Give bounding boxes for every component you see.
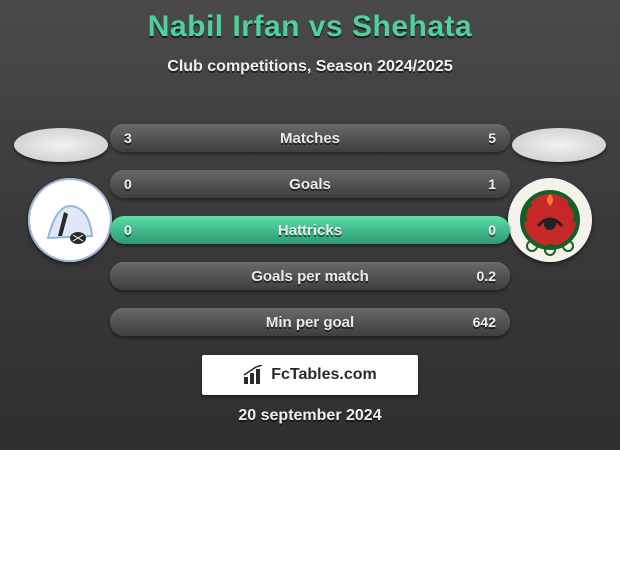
brand-badge[interactable]: FcTables.com [202,355,418,395]
whitespace-below [0,450,620,580]
stat-row: Hattricks00 [110,216,510,244]
stat-fill-left [110,124,260,152]
club-crest-left-icon [28,178,112,262]
stat-row: Goals per match0.2 [110,262,510,290]
club-crest-left [28,178,112,262]
stat-row: Goals01 [110,170,510,198]
brand-text: FcTables.com [271,366,377,384]
player-right-avatar-slot [512,128,606,162]
club-crest-right [508,178,592,262]
stat-rows: Matches35 Goals01 Hattricks00 Goals per mat… [110,124,510,354]
stat-fill-right [110,262,510,290]
stat-fill-right [110,308,510,336]
stat-fill-right [260,124,510,152]
page-title: Nabil Irfan vs Shehata [0,10,620,44]
stat-pill [110,216,510,244]
player-left-avatar-slot [14,128,108,162]
subtitle: Club competitions, Season 2024/2025 [0,58,620,76]
bar-chart-icon [243,365,265,385]
stat-row: Matches35 [110,124,510,152]
comparison-card: Nabil Irfan vs Shehata Club competitions… [0,0,620,450]
club-crest-right-icon [508,178,592,262]
stat-row: Min per goal642 [110,308,510,336]
stat-fill-right [110,170,510,198]
date-line: 20 september 2024 [0,407,620,425]
